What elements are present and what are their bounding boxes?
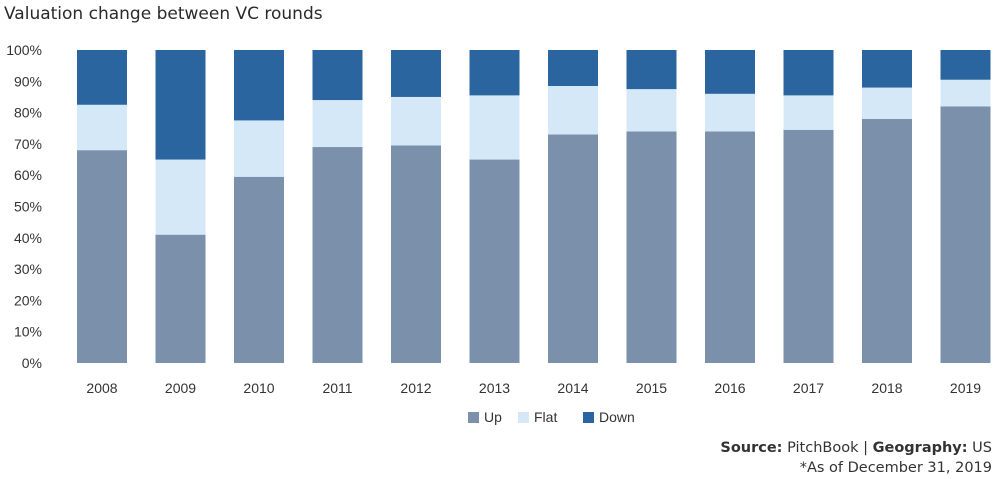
bar-segment-flat [234,120,284,177]
bar-segment-down [940,50,991,80]
x-tick-label: 2016 [714,380,745,396]
y-tick-label: 50% [14,199,42,215]
y-tick-label: 10% [14,324,42,340]
legend-swatch-down [583,412,594,423]
bar-segment-down [469,50,520,96]
bar-segment-up [77,150,127,363]
x-tick-label: 2008 [86,380,117,396]
y-tick-label: 70% [14,136,42,152]
x-tick-label: 2011 [322,380,352,396]
bar-segment-up [155,234,206,363]
bars [77,50,991,363]
x-tick-label: 2018 [871,380,902,396]
source-note: Source: PitchBook | Geography: US *As of… [720,438,992,478]
y-tick-label: 80% [14,105,42,121]
bar-segment-up [234,176,284,363]
legend-swatch-up [468,412,479,423]
bar-segment-flat [391,96,441,146]
geography-value: US [972,440,992,456]
x-tick-label: 2015 [636,380,667,396]
bar-segment-flat [862,87,912,119]
bar-segment-up [391,145,441,363]
bar-segment-down [705,50,755,94]
chart-title: Valuation change between VC rounds [4,4,323,24]
source-separator: | [863,440,868,456]
bar-segment-down [391,50,441,97]
bar-segment-flat [626,89,677,132]
legend-label-up: Up [484,409,502,425]
bar-segment-flat [783,95,834,130]
bar-segment-down [234,50,284,121]
y-axis: 0% 10% 20% 30% 40% 50% 60% 70% 80% 90% 100% [6,42,42,371]
bar-segment-down [155,50,206,160]
y-tick-label: 30% [14,261,42,277]
source-value: PitchBook [787,440,859,456]
bar-segment-down [77,50,127,105]
x-tick-label: 2017 [793,380,824,396]
source-line: Source: PitchBook | Geography: US [720,438,992,458]
bar-segment-up [469,159,520,363]
legend: Up Flat Down [468,409,635,425]
bar-segment-down [548,50,598,86]
bar-segment-up [940,106,991,363]
bar-segment-down [312,50,363,101]
source-label: Source: [720,440,783,456]
bar-segment-up [548,134,598,363]
legend-swatch-flat [518,412,529,423]
y-tick-label: 100% [6,42,42,58]
bar-segment-down [626,50,677,90]
bar-segment-up [705,131,755,363]
bar-segment-down [783,50,834,96]
bar-segment-up [626,131,677,363]
bar-segment-flat [705,93,755,132]
x-axis: 2008 2009 2010 2011 2012 2013 2014 2015 2016 2017… [86,380,981,396]
y-tick-label: 40% [14,230,42,246]
y-tick-label: 90% [14,73,42,89]
x-tick-label: 2012 [400,380,431,396]
x-tick-label: 2009 [165,380,196,396]
bar-segment-flat [77,104,127,151]
bar-segment-flat [940,79,991,107]
bar-segment-flat [155,159,206,235]
as-of-note: *As of December 31, 2019 [799,460,992,476]
y-tick-label: 60% [14,167,42,183]
bar-segment-flat [312,100,363,148]
bar-segment-flat [469,95,520,160]
bar-segment-up [312,147,363,363]
geography-label: Geography: [872,440,968,456]
y-tick-label: 20% [14,292,42,308]
x-tick-label: 2013 [479,380,510,396]
x-tick-label: 2019 [950,380,981,396]
bar-segment-flat [548,85,598,135]
bar-segment-up [862,118,912,363]
legend-label-flat: Flat [534,409,557,425]
x-tick-label: 2010 [243,380,274,396]
x-tick-label: 2014 [557,380,588,396]
legend-label-down: Down [599,409,635,425]
bar-segment-down [862,50,912,88]
y-tick-label: 0% [22,355,42,371]
bar-segment-up [783,129,834,363]
